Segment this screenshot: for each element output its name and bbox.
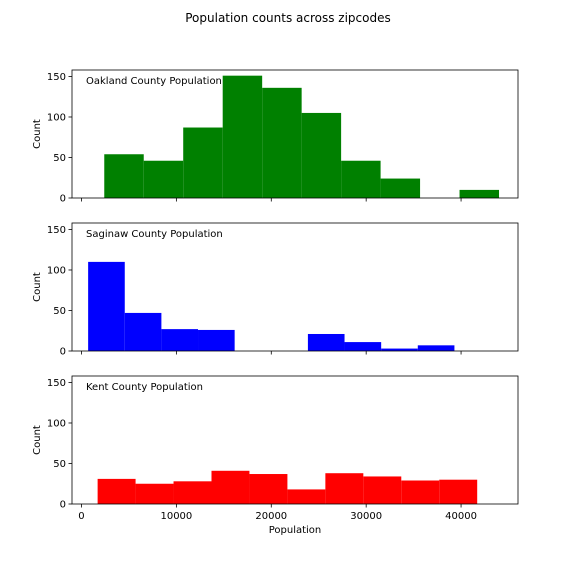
oakland-bar-7 [380, 178, 421, 198]
oakland-ylabel: Count [32, 119, 43, 149]
kent-histogram: 0 50 100 150 0 10000 20000 30000 40000 Kent Count… [32, 375, 519, 536]
oakland-bar-4 [262, 87, 302, 198]
saginaw-ytick-label-2: 100 [47, 265, 66, 276]
oakland-ytick-label-0: 0 [60, 194, 66, 205]
oakland-bar-2 [183, 127, 223, 198]
saginaw-histogram: 0 50 100 150 Saginaw County Population Count [32, 222, 519, 358]
kent-ylabel: Count [32, 425, 43, 455]
oakland-ytick-label-2: 100 [47, 112, 66, 123]
kent-ytick-label-1: 50 [53, 459, 66, 470]
kent-bar-9 [439, 479, 478, 504]
saginaw-bar-2 [161, 329, 199, 351]
oakland-bar-9 [459, 189, 500, 198]
saginaw-bar-6 [307, 333, 345, 351]
saginaw-bar-8 [381, 348, 418, 351]
saginaw-ytick-label-1: 50 [53, 306, 66, 317]
kent-bar-4 [249, 474, 288, 504]
kent-bar-7 [363, 476, 402, 504]
kent-xtick-label-4: 40000 [445, 511, 477, 522]
oakland-axes-frame [71, 69, 519, 199]
oakland-ytick-label-3: 150 [47, 72, 66, 83]
kent-ytick-label-0: 0 [60, 500, 66, 511]
saginaw-bar-1 [124, 312, 162, 351]
kent-bar-2 [173, 481, 212, 504]
figure-title: Population counts across zipcodes [185, 11, 391, 25]
saginaw-bar-3 [198, 329, 235, 351]
kent-xtick-label-1: 10000 [160, 511, 192, 522]
oakland-bar-5 [301, 112, 342, 198]
kent-ytick-label-2: 100 [47, 418, 66, 429]
kent-axes-frame [71, 375, 519, 505]
saginaw-axes-frame [71, 222, 519, 352]
saginaw-bar-7 [344, 342, 382, 351]
oakland-bar-3 [222, 75, 263, 198]
kent-bar-6 [325, 473, 364, 504]
kent-bar-5 [287, 489, 326, 504]
kent-xtick-label-3: 30000 [350, 511, 382, 522]
oakland-histogram: 0 50 100 150 Oakland County Population Count [32, 69, 519, 205]
saginaw-ylabel: Count [32, 272, 43, 302]
kent-annotation: Kent County Population [86, 382, 203, 393]
kent-xlabel: Population [269, 525, 322, 536]
kent-bar-1 [135, 483, 174, 504]
kent-bar-8 [401, 480, 440, 504]
oakland-ytick-label-1: 50 [53, 153, 66, 164]
kent-bar-3 [211, 470, 250, 504]
kent-xtick-label-0: 0 [78, 511, 84, 522]
saginaw-ytick-label-0: 0 [60, 347, 66, 358]
oakland-annotation: Oakland County Population [86, 76, 222, 87]
kent-ytick-label-3: 150 [47, 378, 66, 389]
saginaw-bar-0 [88, 261, 125, 351]
saginaw-annotation: Saginaw County Population [86, 229, 223, 240]
kent-xtick-label-2: 20000 [255, 511, 287, 522]
oakland-bar-0 [104, 154, 144, 198]
kent-bar-0 [97, 478, 136, 504]
saginaw-bar-9 [417, 345, 455, 351]
oakland-bar-6 [341, 160, 381, 198]
saginaw-ytick-label-3: 150 [47, 225, 66, 236]
oakland-bar-1 [143, 160, 184, 198]
